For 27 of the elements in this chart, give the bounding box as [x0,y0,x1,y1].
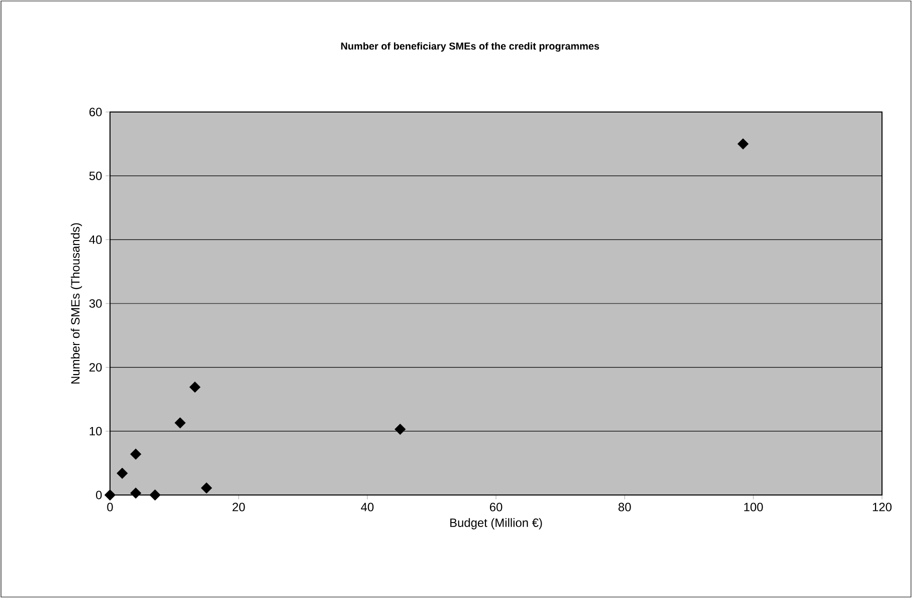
x-tick-label: 120 [872,502,892,512]
x-tick-label: 100 [744,502,763,512]
y-tick-label: 50 [89,172,102,180]
y-tick-label: 40 [89,235,102,244]
point [116,468,128,479]
point [149,489,161,501]
point [189,382,200,393]
point [130,448,142,460]
x-tick-label: 20 [232,502,245,512]
point [104,489,116,501]
point [200,482,212,494]
point [130,488,142,499]
x-tick-label: 80 [618,502,631,512]
x-axis-title: Budget (Million €) [450,518,542,530]
y-tick-label: 20 [89,363,102,372]
x-tick-label: 40 [360,502,374,512]
y-tick-label: 0 [96,490,102,500]
y-tick-label: 30 [89,299,102,308]
point [174,417,186,428]
y-tick-label: 60 [89,108,102,116]
point [394,424,406,435]
y-tick-label: 10 [90,426,102,436]
point [737,138,749,150]
x-tick-label: 60 [490,502,502,512]
y-axis-title: Number of SMEs (Thousands) [70,223,82,384]
x-tick-label: 0 [107,502,113,512]
chart-title: Number of beneficiary SMEs of the credit programmes [341,42,600,52]
